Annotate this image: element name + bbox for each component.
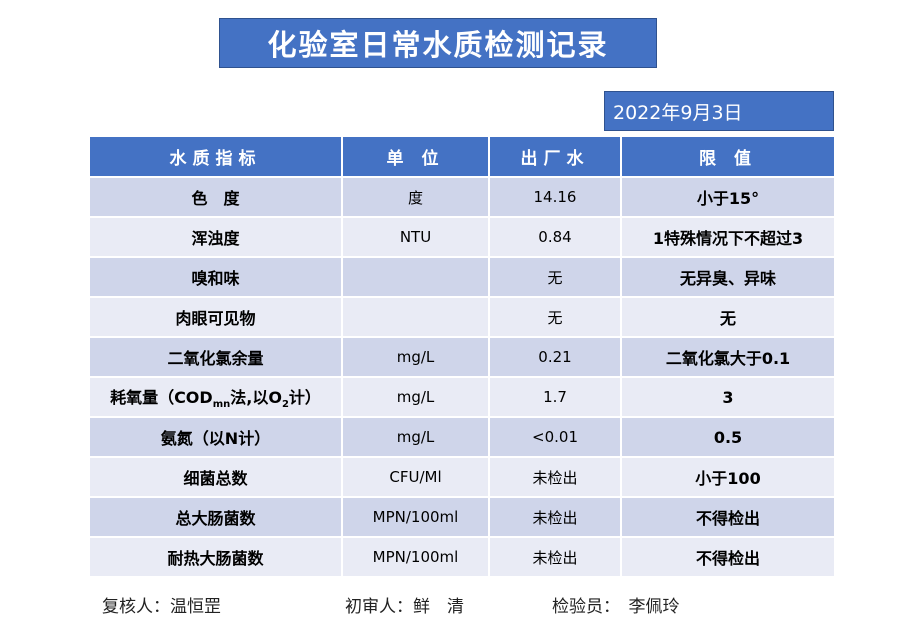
table-header-row: 水质指标 单 位 出厂水 限 值 [90, 137, 836, 178]
indicator-name: 细菌总数 [90, 457, 343, 498]
indicator-name: 耐热大肠菌数 [90, 537, 343, 578]
indicator-name-part: 法,以O [230, 387, 282, 407]
value-cell: 未检出 [489, 457, 622, 498]
limit-cell: 3 [621, 377, 836, 418]
unit-cell [342, 257, 490, 298]
value-cell: 0.84 [489, 217, 622, 258]
limit-cell: 小于15° [621, 177, 836, 218]
subscript-mn: mn [212, 399, 231, 411]
table-row: 二氧化氯余量 mg/L 0.21 二氧化氯大于0.1 [90, 337, 836, 378]
indicator-name: 嗅和味 [90, 257, 343, 298]
value-cell: 未检出 [489, 537, 622, 578]
unit-cell: mg/L [342, 377, 490, 418]
header-indicator: 水质指标 [90, 137, 343, 178]
indicator-name-part: 计） [288, 387, 321, 407]
indicator-name: 二氧化氯余量 [90, 337, 343, 378]
inspector-signature: 检验员： 李佩玲 [552, 597, 680, 617]
header-unit: 单 位 [342, 137, 490, 178]
limit-cell: 无异臭、异味 [621, 257, 836, 298]
date-label: 2022年9月3日 [604, 91, 834, 131]
reviewer-signature: 复核人：温恒罡 [102, 597, 221, 617]
table-row: 嗅和味 无 无异臭、异味 [90, 257, 836, 298]
limit-cell: 小于100 [621, 457, 836, 498]
table-row: 总大肠菌数 MPN/100ml 未检出 不得检出 [90, 497, 836, 538]
unit-cell: NTU [342, 217, 490, 258]
table-row: 色 度 度 14.16 小于15° [90, 177, 836, 218]
table-row: 肉眼可见物 无 无 [90, 297, 836, 338]
water-quality-table: 水质指标 单 位 出厂水 限 值 色 度 度 14.16 小于15° 浑浊度 N… [90, 137, 836, 578]
indicator-name: 总大肠菌数 [90, 497, 343, 538]
header-factory-water: 出厂水 [489, 137, 622, 178]
table-row: 氨氮（以N计） mg/L <0.01 0.5 [90, 417, 836, 458]
limit-cell: 0.5 [621, 417, 836, 458]
value-cell: 1.7 [489, 377, 622, 418]
value-cell: 14.16 [489, 177, 622, 218]
unit-cell: MPN/100ml [342, 537, 490, 578]
value-cell: 0.21 [489, 337, 622, 378]
table-row: 细菌总数 CFU/Ml 未检出 小于100 [90, 457, 836, 498]
limit-cell: 二氧化氯大于0.1 [621, 337, 836, 378]
unit-cell: 度 [342, 177, 490, 218]
limit-cell: 1特殊情况下不超过3 [621, 217, 836, 258]
table-row: 浑浊度 NTU 0.84 1特殊情况下不超过3 [90, 217, 836, 258]
limit-cell: 不得检出 [621, 497, 836, 538]
limit-cell: 不得检出 [621, 537, 836, 578]
table-row: 耗氧量（CODmn法,以O2计） mg/L 1.7 3 [90, 377, 836, 418]
indicator-name: 肉眼可见物 [90, 297, 343, 338]
unit-cell: mg/L [342, 337, 490, 378]
unit-cell: mg/L [342, 417, 490, 458]
value-cell: 无 [489, 297, 622, 338]
page-title: 化验室日常水质检测记录 [219, 18, 657, 68]
first-reviewer-signature: 初审人：鲜 清 [345, 597, 464, 617]
indicator-name: 耗氧量（CODmn法,以O2计） [90, 377, 343, 418]
unit-cell: CFU/Ml [342, 457, 490, 498]
subscript-2: 2 [281, 399, 289, 411]
indicator-name: 浑浊度 [90, 217, 343, 258]
unit-cell [342, 297, 490, 338]
value-cell: 未检出 [489, 497, 622, 538]
value-cell: 无 [489, 257, 622, 298]
indicator-name-part: 耗氧量（COD [110, 387, 213, 407]
value-cell: <0.01 [489, 417, 622, 458]
indicator-name: 氨氮（以N计） [90, 417, 343, 458]
indicator-name: 色 度 [90, 177, 343, 218]
limit-cell: 无 [621, 297, 836, 338]
table-row: 耐热大肠菌数 MPN/100ml 未检出 不得检出 [90, 537, 836, 578]
header-limit: 限 值 [621, 137, 836, 178]
unit-cell: MPN/100ml [342, 497, 490, 538]
